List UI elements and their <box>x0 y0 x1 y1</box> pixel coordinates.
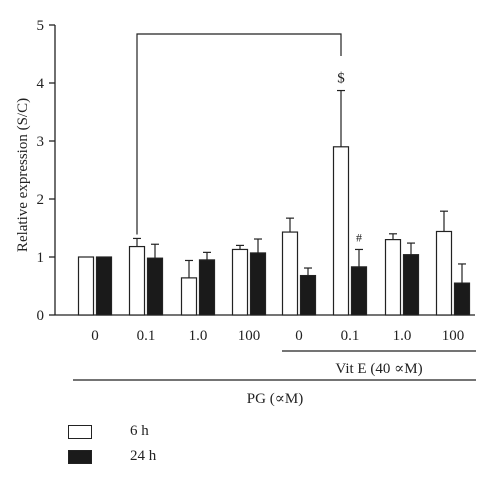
legend-swatch-24h <box>68 449 92 464</box>
bar-6h <box>332 146 350 316</box>
y-tick-label: 1 <box>37 250 45 266</box>
bar-24h <box>198 259 216 316</box>
y-axis-label: Relative expression (S/C) <box>15 98 31 252</box>
x-tick-label: 0 <box>295 328 303 344</box>
x-tick-label: 0.1 <box>341 328 360 344</box>
bar-24h <box>402 254 420 316</box>
y-tick-label: 3 <box>37 134 45 150</box>
significance-mark: $ <box>337 71 345 87</box>
x-tick-label: 100 <box>238 328 261 344</box>
bar-24h <box>350 266 368 316</box>
vit-e-group-label: Vit E (40 ∝M) <box>335 361 422 377</box>
bar-6h <box>384 239 402 316</box>
x-tick-label: 1.0 <box>393 328 412 344</box>
bar-24h <box>95 256 113 316</box>
bar-6h <box>231 248 249 316</box>
pg-group-label: PG (∝M) <box>247 391 303 407</box>
bar-24h <box>453 282 471 316</box>
legend-label-6h: 6 h <box>130 423 149 439</box>
bar-6h <box>180 277 198 316</box>
significance-mark: # <box>356 230 362 244</box>
y-tick-label: 4 <box>37 76 45 92</box>
legend-item-24h: 24 h <box>68 448 156 465</box>
x-tick-label: 100 <box>442 328 465 344</box>
bar-6h <box>435 230 453 316</box>
x-tick-label: 1.0 <box>189 328 208 344</box>
bar-chart: 0 1 2 3 4 5 Relative expression (S/C) $ #0 0.1 1.0… <box>15 18 476 407</box>
legend-label-24h: 24 h <box>130 448 157 464</box>
comparison-bracket <box>136 33 342 235</box>
legend-swatch-6h <box>68 424 92 439</box>
bar-6h <box>281 231 299 316</box>
y-tick-label: 2 <box>37 192 45 208</box>
bar-24h <box>299 274 317 316</box>
x-tick-label: 0.1 <box>137 328 156 344</box>
x-tick-label: 0 <box>91 328 99 344</box>
bar-24h <box>249 252 267 316</box>
legend-item-6h: 6 h <box>68 423 149 440</box>
y-tick-label: 5 <box>37 18 45 34</box>
bar-6h <box>77 256 95 316</box>
bar-24h <box>146 257 164 316</box>
y-tick-label: 0 <box>37 308 45 324</box>
bar-6h <box>128 245 146 316</box>
